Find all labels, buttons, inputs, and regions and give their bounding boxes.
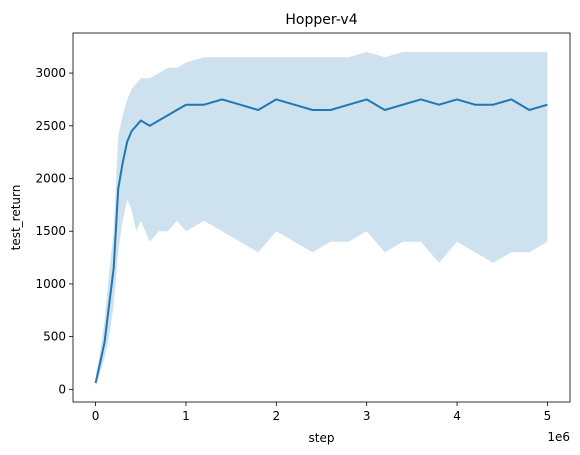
y-tick-label: 2500 (35, 119, 66, 133)
x-tick-label: 0 (92, 409, 100, 423)
y-axis-title: test_return (9, 185, 23, 251)
x-tick-label: 4 (453, 409, 461, 423)
series-0-line (94, 98, 548, 384)
x-axis: 0 1 2 3 4 5 (92, 402, 551, 423)
x-axis-offset-label: 1e6 (547, 430, 570, 444)
x-axis-title: step (309, 431, 335, 445)
y-axis: 0 500 1000 1500 2000 2500 3000 (35, 66, 73, 396)
series-0-confidence-band (95, 52, 548, 387)
axes-frame (72, 32, 571, 403)
y-tick-label: 0 (58, 382, 66, 396)
y-tick-label: 500 (43, 330, 66, 344)
y-tick-label: 2000 (35, 171, 66, 185)
x-tick-label: 5 (544, 409, 552, 423)
plot-area (94, 52, 548, 387)
y-tick-label: 3000 (35, 66, 66, 80)
chart-title: Hopper-v4 (285, 12, 357, 28)
y-tick-label: 1000 (35, 277, 66, 291)
x-tick-label: 2 (272, 409, 280, 423)
x-tick-label: 1 (182, 409, 190, 423)
x-tick-label: 3 (363, 409, 371, 423)
y-tick-label: 1500 (35, 224, 66, 238)
